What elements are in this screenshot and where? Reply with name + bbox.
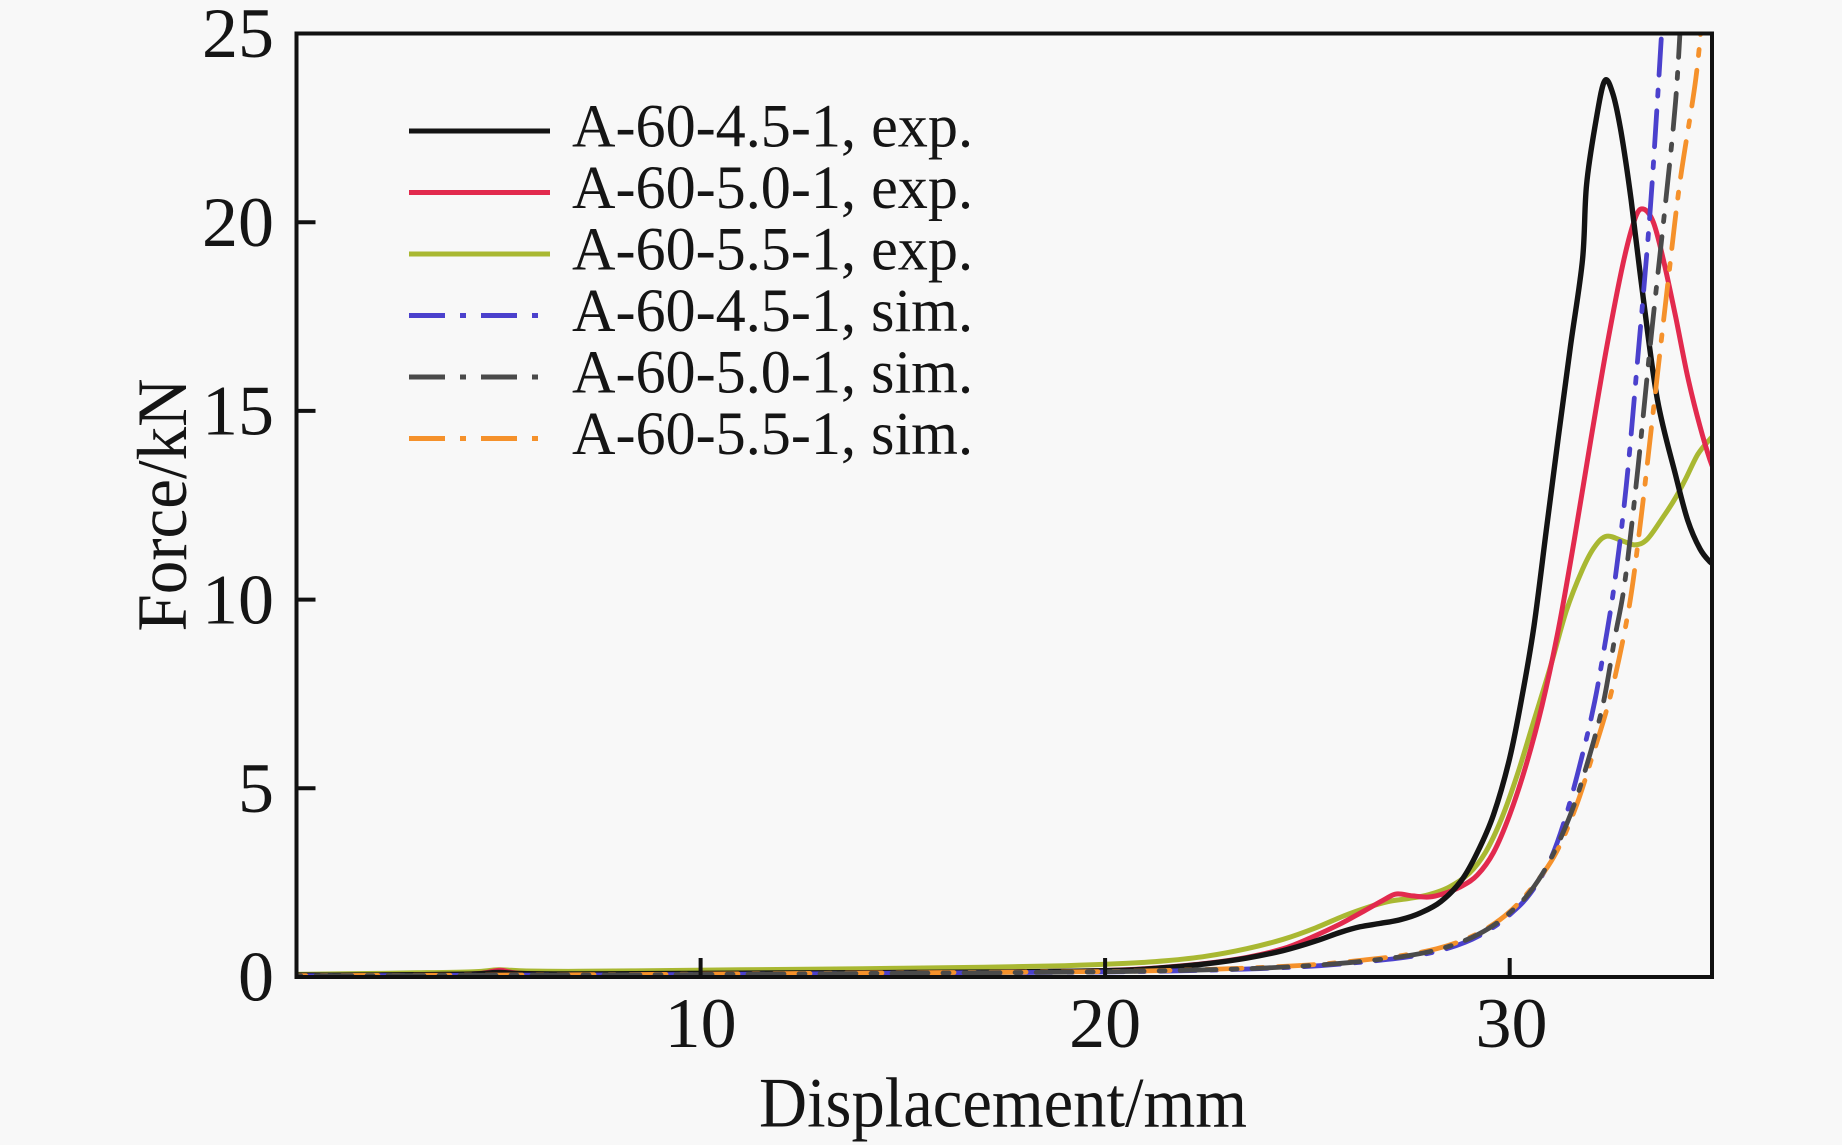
svg-text:A-60-5.5-1, exp.: A-60-5.5-1, exp. [572,217,973,284]
svg-text:10: 10 [202,561,274,639]
svg-text:Force/kN: Force/kN [124,379,202,632]
svg-text:20: 20 [1069,985,1141,1063]
svg-text:A-60-4.5-1, exp.: A-60-4.5-1, exp. [572,94,973,161]
svg-text:20: 20 [202,184,274,262]
svg-text:10: 10 [665,985,737,1063]
svg-text:5: 5 [238,750,274,828]
svg-text:0: 0 [238,939,274,1017]
svg-text:A-60-4.5-1, sim.: A-60-4.5-1, sim. [572,278,973,345]
svg-text:15: 15 [202,373,274,451]
svg-text:Displacement/mm: Displacement/mm [759,1065,1247,1143]
svg-text:A-60-5.0-1, sim.: A-60-5.0-1, sim. [572,340,973,407]
svg-text:A-60-5.0-1, exp.: A-60-5.0-1, exp. [572,155,973,222]
svg-text:A-60-5.5-1, sim.: A-60-5.5-1, sim. [572,401,973,468]
svg-text:25: 25 [202,0,274,73]
svg-text:30: 30 [1476,985,1548,1063]
